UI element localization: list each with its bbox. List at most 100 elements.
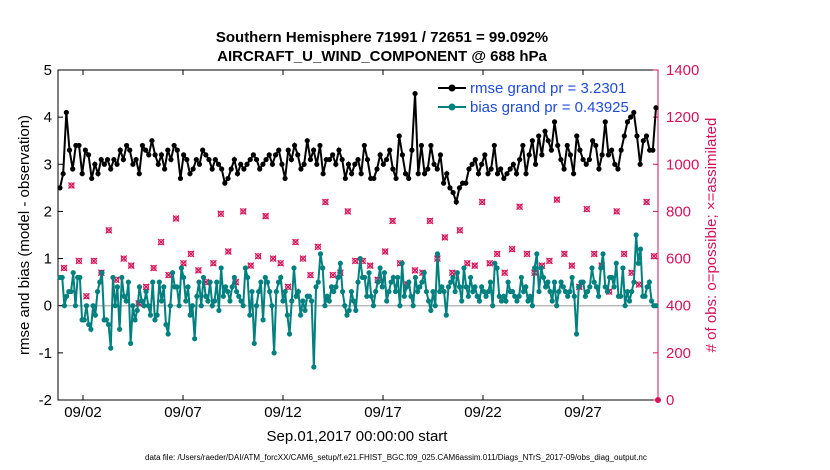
bias-point (509, 288, 516, 295)
rmse-point (434, 166, 440, 172)
obs-assimilated-marker (284, 283, 292, 291)
obs-possible-marker (583, 206, 590, 213)
bias-point (481, 288, 487, 295)
bias-point (432, 303, 438, 309)
bias-point (344, 312, 350, 318)
bias-point (121, 293, 127, 299)
bias-point (132, 317, 138, 323)
rmse-point (190, 166, 196, 172)
obs-assimilated-marker (194, 266, 202, 274)
bias-point (646, 279, 652, 285)
rmse-point (358, 171, 364, 177)
bias-point (105, 321, 112, 328)
obs-possible-marker (165, 272, 172, 279)
bias-point (381, 270, 388, 276)
bias-point (366, 270, 372, 276)
bias-point (289, 298, 295, 304)
bias-point (229, 284, 235, 290)
rmse-point (85, 152, 92, 158)
x-tick-label: 09/22 (464, 404, 502, 421)
obs-assimilated-marker (68, 182, 75, 189)
bias-point (549, 298, 555, 304)
bias-point (494, 265, 500, 271)
bias-point (613, 260, 619, 266)
obs-assimilated-marker (381, 248, 389, 255)
rmse-point (276, 147, 282, 153)
rmse-point (288, 156, 295, 163)
bias-point (64, 293, 70, 299)
obs-possible-marker (352, 257, 359, 264)
bias-point (70, 270, 76, 276)
bias-point (110, 274, 116, 281)
rmse-point (371, 175, 377, 182)
rmse-point (314, 161, 320, 167)
rmse-point (520, 142, 526, 149)
bias-point (174, 284, 180, 290)
bias-point (216, 307, 222, 314)
rmse-point (212, 156, 218, 163)
bias-point (390, 274, 396, 281)
rmse-point (206, 156, 212, 163)
rmse-point (570, 171, 577, 177)
bias-point (622, 303, 628, 309)
bias-point (339, 288, 346, 295)
rmse-point (409, 147, 415, 153)
bias-point (68, 288, 74, 295)
bias-point (459, 298, 465, 304)
bias-point (589, 265, 595, 271)
obs-assimilated-marker (120, 255, 128, 263)
bias-point (461, 265, 467, 271)
right-y-tick-label: 0 (666, 392, 674, 409)
rmse-point (285, 147, 291, 153)
rmse-point (291, 142, 298, 149)
rmse-point (488, 166, 494, 172)
rmse-point (469, 161, 475, 167)
bias-point (573, 331, 580, 337)
rmse-point (523, 171, 529, 177)
bias-point (187, 312, 193, 318)
bias-point (635, 260, 641, 266)
obs-assimilated-marker (650, 252, 658, 260)
obs-assimilated-marker (217, 210, 225, 218)
bias-point (238, 298, 244, 304)
bias-point (233, 288, 240, 295)
bias-point (395, 274, 401, 281)
rmse-point (593, 142, 599, 149)
rmse-point (396, 133, 402, 139)
obs-assimilated-marker (321, 198, 329, 206)
obs-possible-marker (561, 250, 568, 257)
bias-point (209, 303, 215, 309)
rmse-point (203, 152, 209, 158)
left-y-axis-label: rmse and bias (model - observation) (16, 115, 33, 355)
bias-point (452, 288, 458, 295)
rmse-point (548, 147, 554, 153)
obs-assimilated-marker (560, 250, 568, 258)
rmse-point (317, 142, 323, 149)
rmse-point (532, 161, 539, 167)
bias-point (353, 307, 359, 314)
right-y-tick-label: 1200 (666, 109, 699, 126)
bias-point (642, 293, 648, 299)
bias-point (470, 288, 476, 295)
rmse-point (583, 161, 589, 167)
bias-point (441, 288, 447, 295)
bias-point (222, 284, 229, 290)
bias-point (419, 279, 425, 285)
obs-assimilated-marker (471, 262, 479, 270)
bias-point (114, 284, 120, 290)
rmse-point (440, 180, 447, 186)
obs-assimilated-marker (157, 238, 165, 246)
rmse-point (257, 166, 263, 172)
obs-possible-marker (494, 250, 501, 257)
bias-point (520, 288, 527, 295)
left-y-tick-label: 1 (44, 251, 52, 268)
rmse-point (399, 152, 405, 158)
rmse-point (406, 175, 412, 182)
rmse-point (63, 109, 69, 116)
bias-point (205, 298, 211, 304)
right-y-tick-label: 600 (666, 251, 691, 268)
bias-point (112, 303, 118, 309)
rmse-point (387, 147, 393, 153)
left-y-tick-label: -1 (39, 345, 52, 362)
obs-assimilated-marker (90, 257, 98, 265)
